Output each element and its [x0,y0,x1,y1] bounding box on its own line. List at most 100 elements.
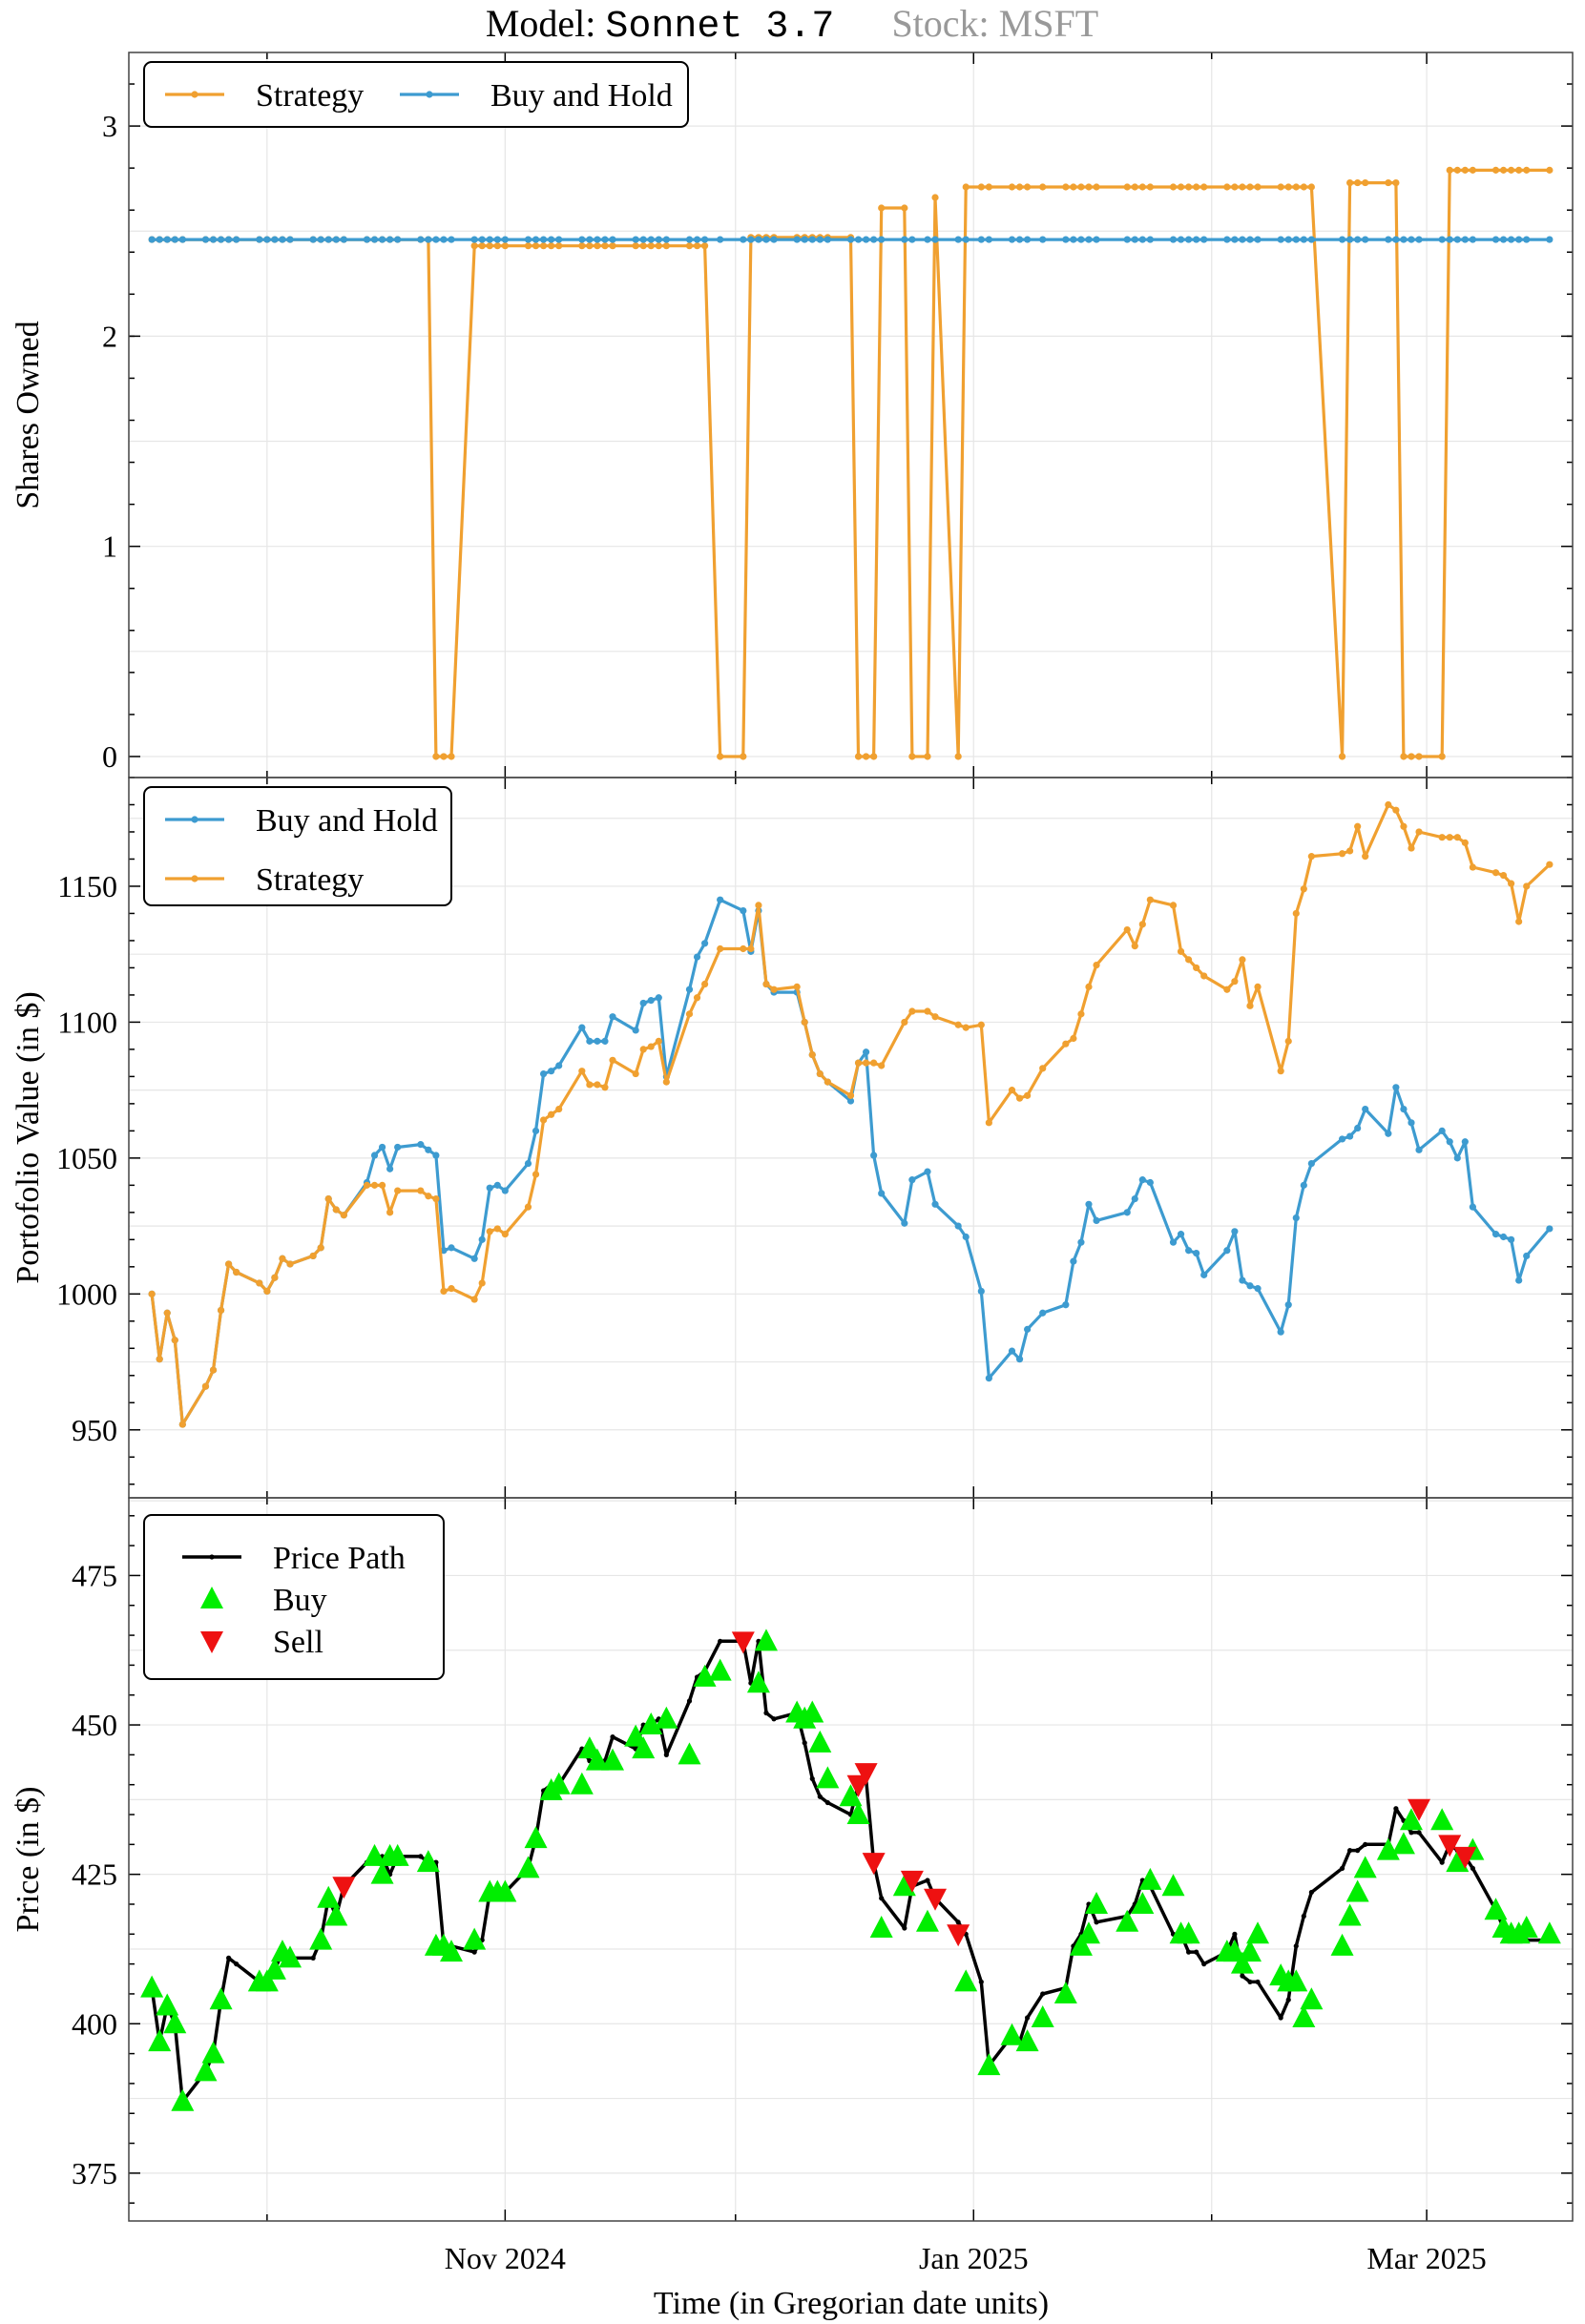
buy-marker [309,1927,333,1950]
data-point [1546,1225,1554,1233]
data-point [740,944,747,953]
data-point [700,236,709,243]
data-point [1186,1949,1192,1955]
data-point [1025,2015,1031,2021]
sell-marker [332,1877,356,1899]
data-point [448,753,455,760]
y-axis-label: Portofolio Value (in $) [10,991,46,1283]
data-point [0,1234,4,1240]
data-point [962,1024,970,1031]
data-point [870,1059,878,1067]
data-point [962,236,970,243]
data-point [1077,183,1085,191]
data-point [1146,183,1154,191]
data-point [609,1056,616,1064]
buy-marker [601,1748,625,1771]
data-point [209,236,218,243]
data-point [1461,839,1469,846]
legend-label: Strategy [256,862,364,898]
data-point [1138,921,1146,928]
buy-marker [1131,1891,1155,1914]
data-point [1355,1848,1361,1854]
data-point [1169,1238,1178,1246]
data-point [448,1244,455,1252]
data-point [1062,1040,1070,1048]
data-point [1408,236,1415,243]
buy-marker [585,1748,609,1771]
buy-marker [1076,1921,1100,1944]
data-point [1292,1214,1300,1222]
buy-marker [708,1658,732,1681]
data-point [1308,1889,1314,1896]
data-point [1231,236,1239,243]
data-point [770,236,778,243]
data-point [901,1219,908,1227]
data-point [1200,972,1208,980]
data-point [1185,236,1193,243]
buy-marker [324,1903,348,1926]
buy-marker [1031,2005,1054,2028]
data-point [1491,236,1500,243]
data-point [1338,753,1346,760]
data-point [1223,183,1231,191]
panels: 0 1 2 3 Shares Owned Strategy Buy and Hold 950 1… [0,52,1574,2275]
data-point [1470,1865,1475,1871]
data-point [363,236,371,243]
data-point [878,236,886,243]
buy-marker [1238,1940,1262,1962]
data-point [0,847,4,854]
data-point [1062,236,1070,243]
data-point [478,242,486,250]
data-point [1307,236,1315,243]
y-tick-label: 1150 [57,869,117,903]
data-point [1285,1997,1291,2002]
data-point [1194,1949,1199,1955]
data-point [862,236,870,243]
data-point [747,236,755,243]
data-point [985,1375,992,1382]
data-point [201,236,210,243]
data-point [286,1260,294,1268]
buy-marker [1284,1969,1308,1992]
data-point [1300,236,1307,243]
data-point [493,236,501,243]
y-tick-label: 1000 [56,1276,117,1311]
data-point [747,944,755,953]
data-point [1232,1931,1238,1937]
data-point [1461,1138,1469,1146]
data-point [1408,1830,1414,1836]
data-point [1093,1216,1100,1224]
data-point [977,183,985,191]
x-tick-label: Nov 2024 [445,2241,566,2275]
data-point [1292,909,1300,918]
buy-marker [816,1766,840,1789]
data-point [808,236,816,243]
data-point [931,1200,939,1208]
data-point [924,753,931,760]
data-point [977,236,985,243]
data-point [470,1296,478,1303]
data-point [1292,236,1300,243]
data-point [363,1181,371,1189]
data-point [1546,166,1554,174]
data-point [1446,834,1453,841]
data-point [1508,166,1515,174]
data-point [417,1141,425,1149]
data-point [171,1337,178,1344]
data-point [340,236,347,243]
data-point [1193,236,1200,243]
data-point [486,236,493,243]
buy-marker [1015,2029,1039,2052]
data-point [448,236,455,243]
data-point [1284,1301,1292,1309]
data-point [609,1013,616,1021]
data-point [386,1165,394,1172]
data-point [693,242,701,250]
data-point [1062,1301,1070,1309]
data-point [1415,753,1423,760]
data-point [1453,166,1461,174]
data-point [340,1212,347,1219]
data-point [0,1943,3,1948]
data-point [432,753,440,760]
data-point [532,242,540,250]
